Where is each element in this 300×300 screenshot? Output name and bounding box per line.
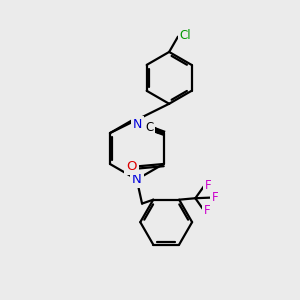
Text: F: F [212, 191, 219, 204]
Text: F: F [204, 179, 211, 192]
Text: N: N [133, 118, 142, 131]
Text: C: C [145, 121, 153, 134]
Text: Cl: Cl [179, 29, 191, 42]
Text: N: N [132, 173, 142, 186]
Text: O: O [127, 160, 137, 173]
Text: F: F [204, 204, 210, 218]
